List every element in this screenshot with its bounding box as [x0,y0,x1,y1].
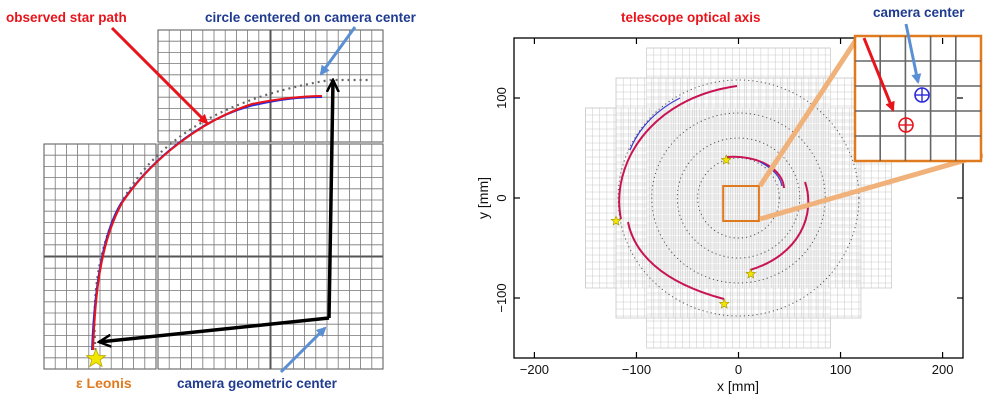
label-star-name: ε Leonis [76,375,132,391]
zoom-connector-top [757,38,859,188]
dotted-circle-2 [676,137,801,259]
y-tick-label-3: 100 [494,87,509,109]
label-telescope-optical-axis: telescope optical axis [621,10,761,25]
optical-axis-marker [898,117,914,133]
y-axis-label: y [mm] [475,177,491,219]
x-tick-label-1: −200 [520,362,549,377]
zoom-region-box [722,185,760,222]
star-marker-3 [745,268,757,279]
vector-to-camera-center [329,80,333,319]
x-tick-label-4: 100 [830,362,852,377]
x-tick-label-3: 0 [735,362,742,377]
y-tick-label-1: −100 [494,283,509,312]
camera-pixel-grid [585,47,892,349]
camera-module-7 [157,256,271,370]
star-marker-1 [720,154,732,165]
star-trail-arc-2-blue [629,97,681,151]
star-trail-arc-2 [618,85,738,220]
camera-module-8 [270,256,384,370]
camera-module-3 [43,143,157,257]
star-trail-arc-4 [627,221,725,300]
star-marker-4 [718,298,730,309]
dotted-circle-1 [697,157,780,239]
camera-module-5 [270,143,384,257]
arrow-circle-centered [319,26,357,76]
x-axis-label: x [mm] [717,378,759,394]
arrow-observed-star-path [110,26,209,125]
camera-module-2 [270,29,384,143]
vector-to-star [99,316,330,342]
zoom-inset-grid [855,36,981,161]
zoom-connector-bottom [759,152,983,222]
label-circle-centered: circle centered on camera center [205,10,417,25]
observed-star-path-red [92,95,323,351]
y-tick-label-2: 0 [494,194,509,201]
x-tick-label-2: −100 [622,362,651,377]
camera-module-4 [157,143,271,257]
arrow-telescope-optical-axis [862,37,895,112]
dotted-circle-4 [617,79,860,317]
label-camera-geometric-center: camera geometric center [177,376,338,391]
star-epsilon-leonis [85,347,107,368]
x-tick-label-5: 200 [932,362,954,377]
label-camera-center: camera center [873,5,965,20]
left-panel-camera-diagram: observed star path circle centered on ca… [6,10,417,391]
arrow-camera-geometric-center [279,326,327,374]
camera-center-marker [914,87,930,103]
star-trail-arc-3 [749,181,810,271]
star-trail-arc-1 [726,155,785,189]
right-panel-star-trail-plot: −200 −100 0 100 200 −100 0 100 x [mm] y [mm] te… [475,5,983,394]
star-marker-2 [610,215,622,226]
camera-module-1 [157,29,271,143]
arrow-camera-center [904,23,922,84]
axis-ticks: −200 −100 0 100 200 −100 0 100 [494,38,963,377]
label-observed-star-path: observed star path [6,10,127,25]
star-trail-arc-1-blue [759,161,783,187]
star-markers [610,154,757,309]
